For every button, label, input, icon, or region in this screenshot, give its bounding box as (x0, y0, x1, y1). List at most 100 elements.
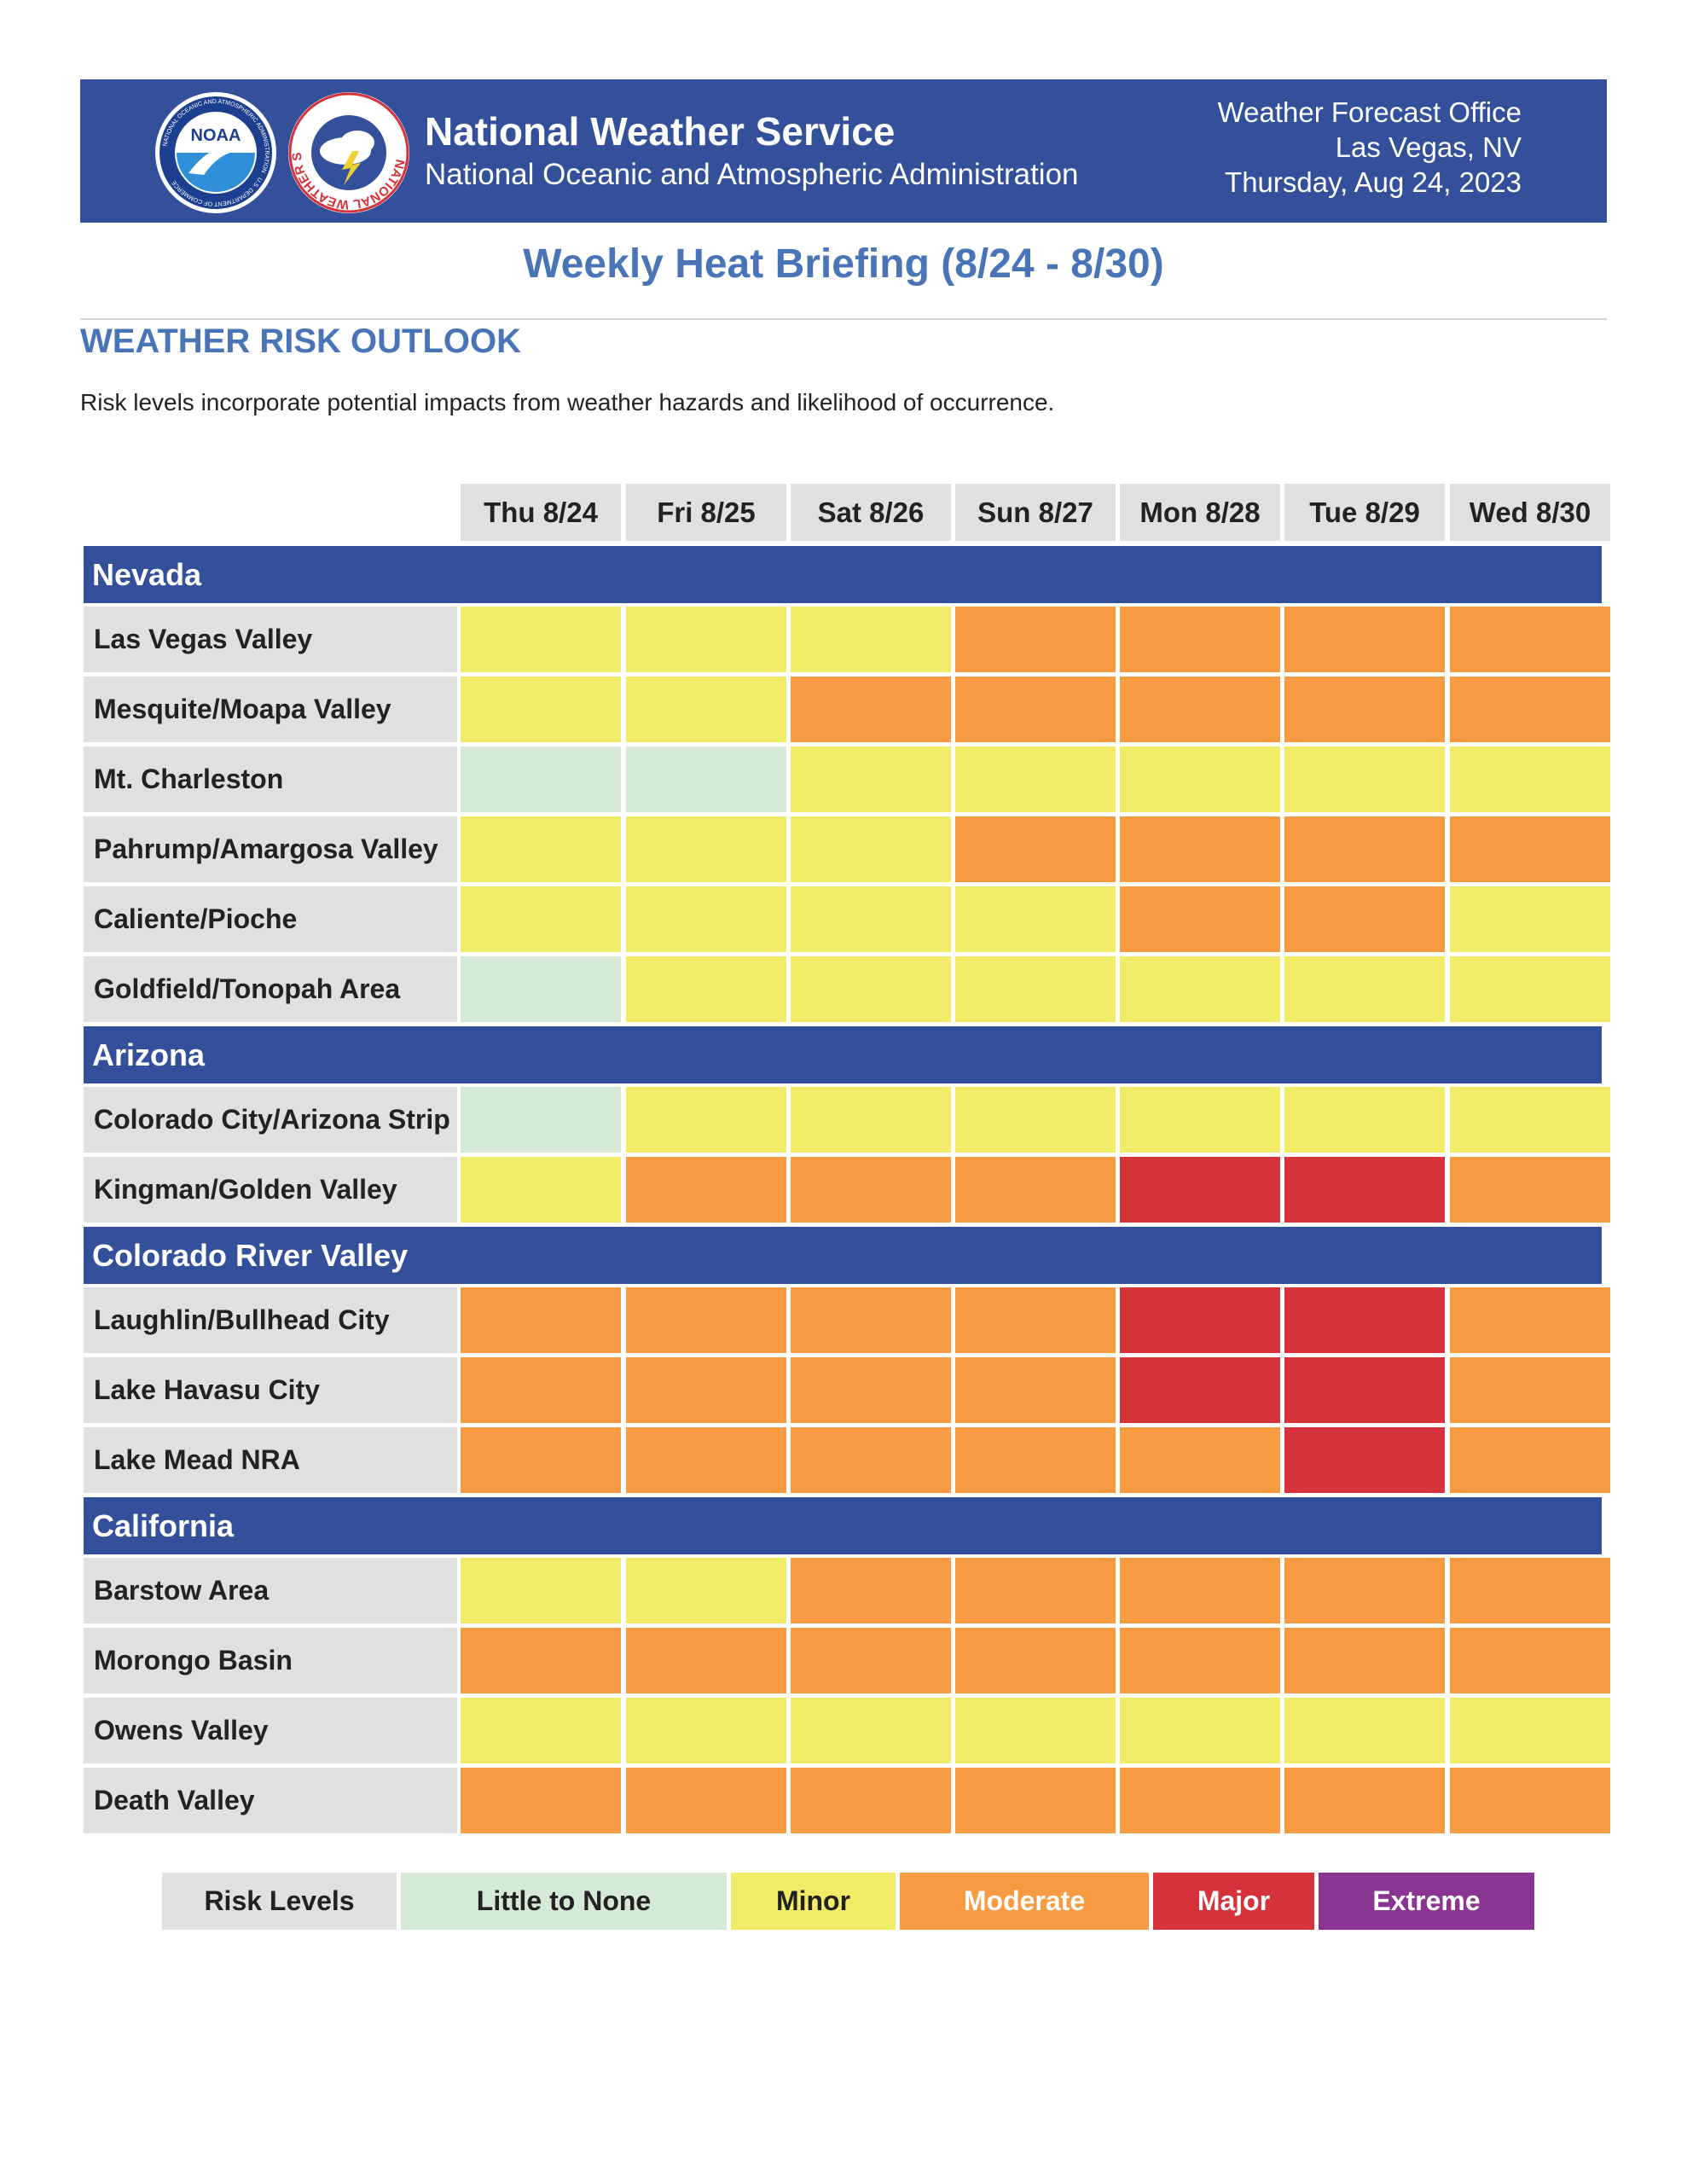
risk-cell (461, 886, 621, 952)
risk-cell (1450, 886, 1610, 952)
risk-cell (791, 886, 951, 952)
risk-cell (791, 1087, 951, 1153)
office-location: Las Vegas, NV (1335, 131, 1522, 163)
risk-cell (1284, 816, 1445, 882)
location-label: Lake Mead NRA (84, 1427, 457, 1493)
nws-header-banner: NATIONAL OCEANIC AND ATMOSPHERIC ADMINIS… (80, 79, 1607, 223)
risk-cell (955, 1357, 1116, 1423)
risk-cell (1450, 1768, 1610, 1833)
risk-cell (1450, 1698, 1610, 1763)
risk-cell (1284, 1698, 1445, 1763)
day-header: Sun 8/27 (955, 484, 1116, 541)
risk-cell (461, 1357, 621, 1423)
risk-cell (1120, 677, 1280, 742)
nws-logo: NATIONAL WEATHER SERVICE (287, 91, 410, 214)
risk-cell (1284, 1357, 1445, 1423)
noaa-logo: NATIONAL OCEANIC AND ATMOSPHERIC ADMINIS… (154, 91, 277, 214)
risk-cell (1450, 607, 1610, 672)
risk-cell (955, 607, 1116, 672)
risk-cell (791, 746, 951, 812)
risk-cell (791, 1698, 951, 1763)
risk-cell (626, 1157, 786, 1223)
risk-cell (626, 1427, 786, 1493)
office-label: Weather Forecast Office (1217, 96, 1522, 128)
risk-cell (791, 1768, 951, 1833)
risk-cell (461, 1287, 621, 1353)
risk-cell (1120, 886, 1280, 952)
agency-parent: National Oceanic and Atmospheric Adminis… (425, 158, 1079, 191)
risk-cell (626, 1287, 786, 1353)
location-label: Pahrump/Amargosa Valley (84, 816, 457, 882)
risk-cell (1450, 1157, 1610, 1223)
risk-cell (791, 1157, 951, 1223)
risk-cell (461, 956, 621, 1022)
risk-cell (461, 677, 621, 742)
legend-title: Risk Levels (162, 1873, 397, 1930)
risk-cell (1450, 677, 1610, 742)
risk-cell (461, 607, 621, 672)
risk-cell (626, 1357, 786, 1423)
office-info: Weather Forecast Office Las Vegas, NV Th… (1218, 95, 1522, 200)
risk-cell (626, 1558, 786, 1623)
risk-cell (1450, 816, 1610, 882)
risk-cell (1284, 1768, 1445, 1833)
legend-item: Major (1153, 1873, 1314, 1930)
location-label: Morongo Basin (84, 1628, 457, 1693)
region-header: California (84, 1497, 1602, 1554)
risk-cell (791, 1427, 951, 1493)
risk-cell (1284, 886, 1445, 952)
risk-cell (1450, 1087, 1610, 1153)
risk-cell (626, 677, 786, 742)
risk-cell (1120, 1628, 1280, 1693)
risk-cell (1120, 1357, 1280, 1423)
day-header: Thu 8/24 (461, 484, 621, 541)
risk-cell (1450, 1427, 1610, 1493)
risk-cell (626, 746, 786, 812)
risk-cell (626, 607, 786, 672)
risk-cell (955, 746, 1116, 812)
noaa-logo-text: NOAA (191, 126, 241, 145)
risk-cell (626, 1087, 786, 1153)
page-title: Weekly Heat Briefing (8/24 - 8/30) (523, 241, 1164, 287)
risk-cell (791, 1287, 951, 1353)
risk-cell (1284, 746, 1445, 812)
location-label: Mesquite/Moapa Valley (84, 677, 457, 742)
risk-cell (1284, 1628, 1445, 1693)
risk-description: Risk levels incorporate potential impact… (80, 389, 1055, 415)
risk-cell (461, 816, 621, 882)
risk-cell (791, 816, 951, 882)
location-label: Lake Havasu City (84, 1357, 457, 1423)
risk-cell (1284, 1287, 1445, 1353)
risk-cell (955, 1427, 1116, 1493)
risk-cell (626, 886, 786, 952)
risk-cell (955, 1087, 1116, 1153)
risk-cell (791, 1357, 951, 1423)
location-label: Laughlin/Bullhead City (84, 1287, 457, 1353)
risk-cell (1284, 1087, 1445, 1153)
risk-cell (1284, 1558, 1445, 1623)
risk-cell (1120, 1427, 1280, 1493)
risk-cell (626, 1628, 786, 1693)
location-label: Death Valley (84, 1768, 457, 1833)
risk-cell (1284, 1157, 1445, 1223)
risk-cell (955, 1628, 1116, 1693)
risk-cell (461, 746, 621, 812)
region-header: Nevada (84, 546, 1602, 603)
issue-date: Thursday, Aug 24, 2023 (1225, 166, 1522, 198)
risk-cell (1120, 1087, 1280, 1153)
risk-cell (955, 816, 1116, 882)
legend-item: Minor (731, 1873, 896, 1930)
title-divider (80, 318, 1607, 320)
risk-cell (1450, 1357, 1610, 1423)
risk-cell (1450, 1628, 1610, 1693)
risk-cell (1450, 956, 1610, 1022)
day-header: Wed 8/30 (1450, 484, 1610, 541)
legend-item: Moderate (900, 1873, 1149, 1930)
risk-cell (1284, 677, 1445, 742)
risk-cell (1120, 1287, 1280, 1353)
location-label: Mt. Charleston (84, 746, 457, 812)
risk-cell (626, 1698, 786, 1763)
risk-cell (461, 1698, 621, 1763)
risk-cell (1120, 607, 1280, 672)
risk-cell (1120, 1558, 1280, 1623)
